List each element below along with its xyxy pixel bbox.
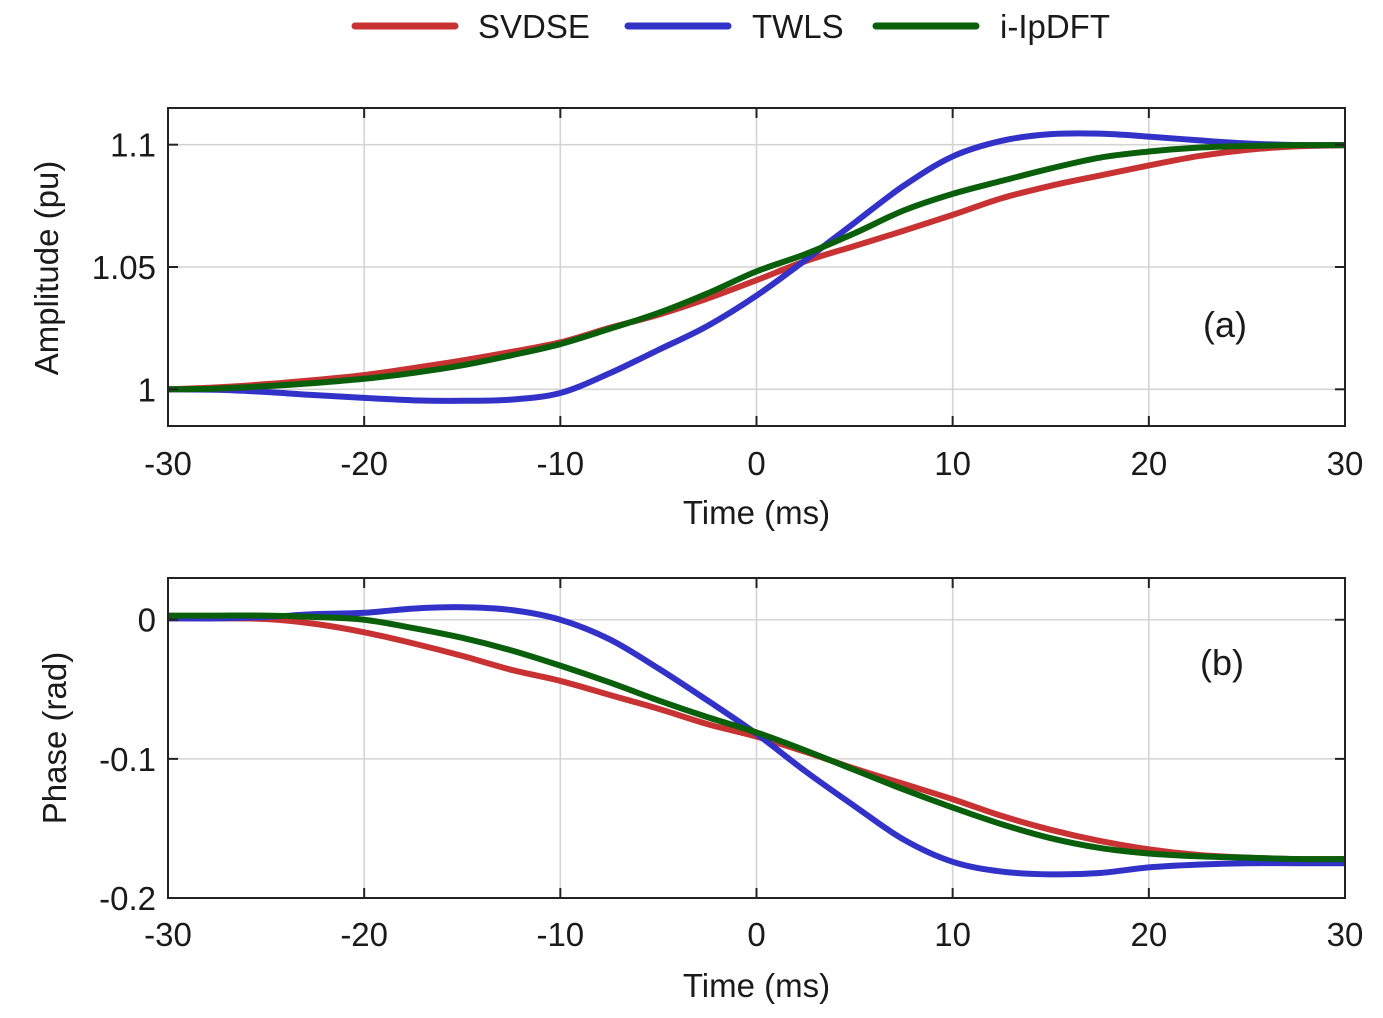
legend: SVDSE TWLS i-IpDFT <box>351 8 1110 45</box>
phase-panel: -30 -20 -10 0 10 20 30 0 -0.1 -0.2 Time (ms) Phase … <box>36 577 1364 1004</box>
x-tick-label: 20 <box>1130 916 1167 953</box>
x-tick-label: 20 <box>1130 445 1167 482</box>
series-line-svdse <box>168 142 1345 393</box>
x-tick-label: -10 <box>536 916 584 953</box>
y-axis-title: Phase (rad) <box>36 652 73 824</box>
x-tick-label: 0 <box>747 445 765 482</box>
x-tick-label: 30 <box>1327 445 1364 482</box>
series-line-twls <box>168 130 1345 404</box>
x-tick-label: -30 <box>144 445 192 482</box>
legend-label: SVDSE <box>478 8 590 45</box>
x-tick-label: 10 <box>934 916 971 953</box>
y-tick-label: -0.1 <box>99 741 156 778</box>
series-line-i-ipdft <box>168 612 1345 863</box>
x-tick-label: -10 <box>536 445 584 482</box>
y-tick-label: -0.2 <box>99 880 156 917</box>
x-tick-label: -30 <box>144 916 192 953</box>
series-group <box>168 604 1345 878</box>
y-tick-label: 1 <box>138 371 156 408</box>
x-tick-label: -20 <box>340 445 388 482</box>
x-axis-title: Time (ms) <box>683 494 830 531</box>
series-group <box>168 130 1345 404</box>
y-tick-label: 0 <box>138 602 156 639</box>
x-tick-label: 0 <box>747 916 765 953</box>
y-axis-title: Amplitude (pu) <box>28 161 65 376</box>
panel-annotation: (b) <box>1200 642 1244 683</box>
y-tick-label: 1.1 <box>110 127 156 164</box>
x-tick-label: 10 <box>934 445 971 482</box>
amplitude-panel: -30 -20 -10 0 10 20 30 1 1.05 1.1 Time (ms) Amplitu… <box>28 107 1364 531</box>
series-line-i-ipdft <box>168 142 1345 393</box>
x-tick-label: 30 <box>1327 916 1364 953</box>
y-tick-label: 1.05 <box>92 249 156 286</box>
panel-annotation: (a) <box>1203 304 1247 345</box>
legend-label: TWLS <box>752 8 844 45</box>
legend-label: i-IpDFT <box>1000 8 1110 45</box>
x-tick-label: -20 <box>340 916 388 953</box>
x-axis-title: Time (ms) <box>683 967 830 1004</box>
